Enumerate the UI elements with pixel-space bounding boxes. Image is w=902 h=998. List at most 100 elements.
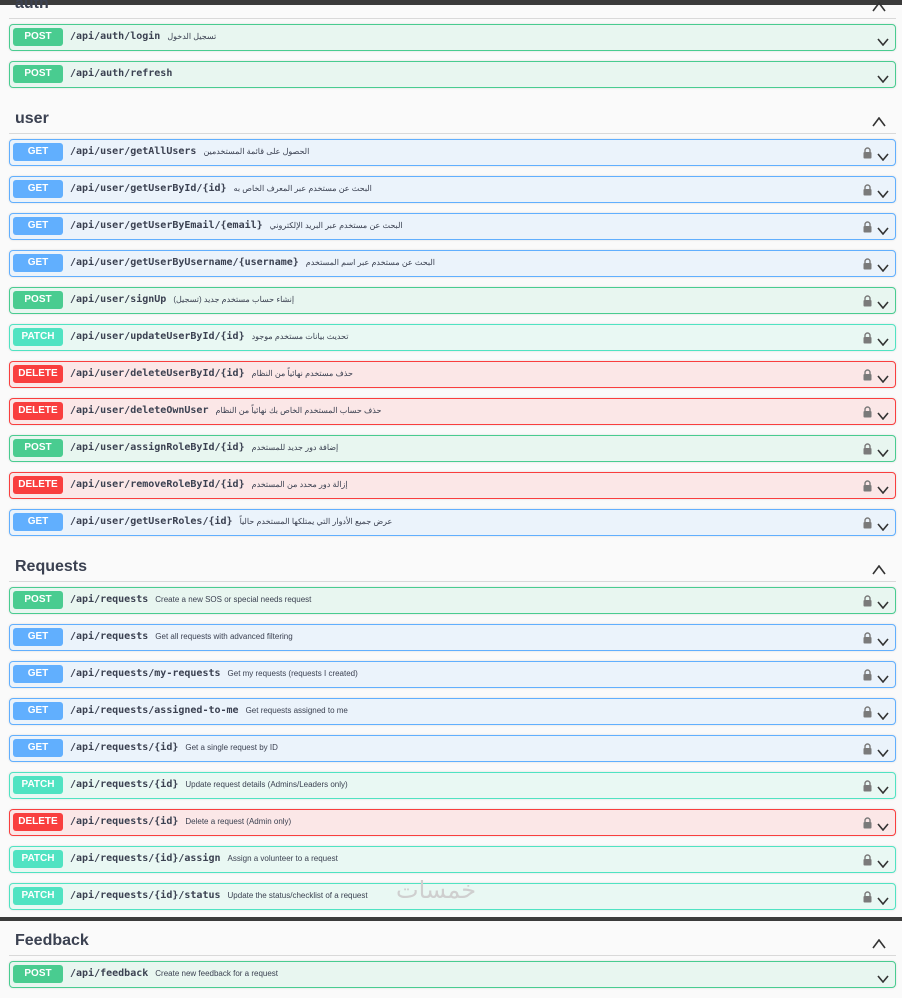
chevron-down-icon[interactable] <box>877 596 889 610</box>
lock-icon <box>863 147 872 159</box>
chevron-down-icon <box>877 601 889 610</box>
operation-path: /api/user/getUserById/{id} البحث عن مستخد… <box>70 183 372 194</box>
chevron-down-icon[interactable] <box>877 333 889 347</box>
operation-row[interactable]: GET/api/user/getUserByEmail/{email} البحث… <box>9 213 896 240</box>
lock-icon[interactable] <box>863 705 872 718</box>
operation-row[interactable]: PATCH/api/requests/{id}/status Update the… <box>9 883 896 910</box>
section-header-user[interactable]: user <box>9 98 896 134</box>
operation-row[interactable]: DELETE/api/user/removeRoleById/{id} إزالة… <box>9 472 896 499</box>
operation-summary: Get requests assigned to me <box>245 706 348 715</box>
chevron-down-icon[interactable] <box>877 818 889 832</box>
chevron-down-icon[interactable] <box>877 33 889 47</box>
chevron-up-icon[interactable] <box>872 562 886 575</box>
lock-icon[interactable] <box>863 594 872 607</box>
lock-icon[interactable] <box>863 405 872 418</box>
operation-summary: Update the status/checklist of a request <box>227 891 368 900</box>
chevron-down-icon[interactable] <box>877 481 889 495</box>
operation-row[interactable]: PATCH/api/user/updateUserById/{id} تحديث … <box>9 324 896 351</box>
operation-row[interactable]: GET/api/requests/my-requests Get my reque… <box>9 661 896 688</box>
operation-summary: Get all requests with advanced filtering <box>155 632 293 641</box>
lock-icon[interactable] <box>863 442 872 455</box>
chevron-down-icon[interactable] <box>877 970 889 984</box>
operation-summary: البحث عن مستخدم عبر اسم المستخدم <box>305 258 436 267</box>
operation-row[interactable]: POST/api/feedback Create new feedback for… <box>9 961 896 988</box>
lock-icon[interactable] <box>863 631 872 644</box>
lock-icon[interactable] <box>863 294 872 307</box>
operation-path: /api/requests Get all requests with advan… <box>70 631 293 642</box>
operation-row[interactable]: GET/api/user/getUserByUsername/{username… <box>9 250 896 277</box>
lock-icon[interactable] <box>863 853 872 866</box>
chevron-down-icon <box>877 375 889 384</box>
chevron-down-icon[interactable] <box>877 148 889 162</box>
operation-row[interactable]: GET/api/requests/assigned-to-me Get reque… <box>9 698 896 725</box>
operation-summary: تسجيل الدخول <box>167 32 217 41</box>
lock-icon[interactable] <box>863 368 872 381</box>
operation-row[interactable]: POST/api/auth/refresh <box>9 61 896 88</box>
chevron-down-icon[interactable] <box>877 744 889 758</box>
chevron-down-icon <box>877 301 889 310</box>
chevron-down-icon[interactable] <box>877 892 889 906</box>
operation-row[interactable]: DELETE/api/user/deleteUserById/{id} حذف م… <box>9 361 896 388</box>
operation-path: /api/requests/{id}/status Update the stat… <box>70 890 368 901</box>
chevron-down-icon[interactable] <box>877 855 889 869</box>
chevron-down-icon[interactable] <box>877 781 889 795</box>
lock-icon[interactable] <box>863 257 872 270</box>
lock-icon[interactable] <box>863 479 872 492</box>
chevron-down-icon[interactable] <box>877 222 889 236</box>
chevron-down-icon <box>877 675 889 684</box>
chevron-down-icon[interactable] <box>877 670 889 684</box>
operation-row[interactable]: GET/api/requests Get all requests with ad… <box>9 624 896 651</box>
operation-row[interactable]: GET/api/user/getUserById/{id} البحث عن مس… <box>9 176 896 203</box>
chevron-down-icon <box>877 749 889 758</box>
operation-path: /api/user/getUserByUsername/{username} ال… <box>70 257 435 268</box>
operation-row[interactable]: GET/api/user/getUserRoles/{id} عرض جميع ا… <box>9 509 896 536</box>
chevron-down-icon[interactable] <box>877 259 889 273</box>
operation-row[interactable]: GET/api/user/getAllUsers الحصول على قائمة… <box>9 139 896 166</box>
lock-icon[interactable] <box>863 146 872 159</box>
operation-row[interactable]: PATCH/api/requests/{id}/assign Assign a v… <box>9 846 896 873</box>
path-text: /api/requests <box>70 631 149 642</box>
lock-icon[interactable] <box>863 220 872 233</box>
chevron-down-icon[interactable] <box>877 296 889 310</box>
section-title: user <box>15 110 49 127</box>
lock-icon[interactable] <box>863 779 872 792</box>
lock-icon[interactable] <box>863 516 872 529</box>
path-text: /api/user/getUserById/{id} <box>70 183 227 194</box>
chevron-down-icon[interactable] <box>877 633 889 647</box>
operation-row[interactable]: PATCH/api/requests/{id} Update request de… <box>9 772 896 799</box>
chevron-up-icon <box>872 116 886 127</box>
chevron-down-icon <box>877 264 889 273</box>
operation-summary: حذف مستخدم نهائياً من النظام <box>251 369 353 378</box>
lock-icon <box>863 891 872 903</box>
chevron-up-icon[interactable] <box>872 114 886 127</box>
operation-row[interactable]: DELETE/api/requests/{id} Delete a request… <box>9 809 896 836</box>
operation-row[interactable]: POST/api/user/assignRoleById/{id} إضافة د… <box>9 435 896 462</box>
chevron-down-icon[interactable] <box>877 707 889 721</box>
method-badge: DELETE <box>13 813 63 831</box>
lock-icon[interactable] <box>863 890 872 903</box>
chevron-down-icon[interactable] <box>877 70 889 84</box>
lock-icon[interactable] <box>863 742 872 755</box>
operation-summary: البحث عن مستخدم عبر البريد الإلكتروني <box>269 221 403 230</box>
lock-icon[interactable] <box>863 668 872 681</box>
path-text: /api/requests/{id} <box>70 779 179 790</box>
operation-row[interactable]: DELETE/api/user/deleteOwnUser حذف حساب ال… <box>9 398 896 425</box>
chevron-down-icon[interactable] <box>877 407 889 421</box>
operation-row[interactable]: GET/api/requests/{id} Get a single reques… <box>9 735 896 762</box>
chevron-up-icon[interactable] <box>872 936 886 949</box>
lock-icon[interactable] <box>863 331 872 344</box>
chevron-down-icon[interactable] <box>877 518 889 532</box>
section-header-requests[interactable]: Requests <box>9 546 896 582</box>
chevron-up-icon[interactable] <box>872 0 886 12</box>
chevron-down-icon[interactable] <box>877 370 889 384</box>
operation-row[interactable]: POST/api/requests Create a new SOS or spe… <box>9 587 896 614</box>
operation-row[interactable]: POST/api/user/signUp إنشاء حساب مستخدم جد… <box>9 287 896 314</box>
section-header-feedback[interactable]: Feedback <box>9 920 896 956</box>
lock-icon <box>863 595 872 607</box>
chevron-down-icon[interactable] <box>877 185 889 199</box>
lock-icon[interactable] <box>863 183 872 196</box>
operation-row[interactable]: POST/api/auth/login تسجيل الدخول <box>9 24 896 51</box>
section-header-auth[interactable]: auth <box>9 0 896 19</box>
chevron-down-icon[interactable] <box>877 444 889 458</box>
lock-icon[interactable] <box>863 816 872 829</box>
